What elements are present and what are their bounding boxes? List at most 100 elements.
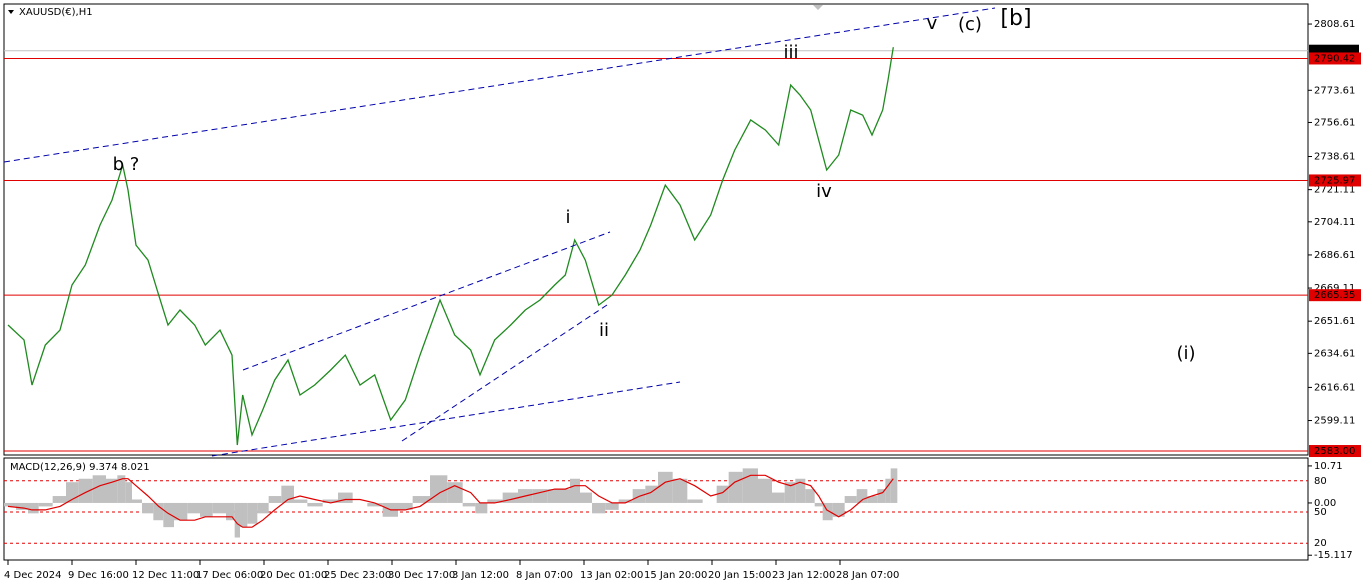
- macd-bar: [560, 489, 570, 503]
- macd-bar: [294, 499, 308, 503]
- y-tick-label: 10.71: [1314, 461, 1343, 472]
- x-tick-label: 17 Dec 06:00: [196, 570, 263, 581]
- level-label-box: [1309, 445, 1361, 458]
- level-label-box: [1309, 289, 1361, 302]
- x-tick-label: 3 Jan 12:00: [452, 570, 509, 581]
- macd-bar: [212, 502, 226, 514]
- x-tick-label: 4 Dec 2024: [4, 570, 62, 581]
- macd-bar: [502, 492, 518, 503]
- macd-bar: [687, 499, 703, 503]
- wave-label: iii: [783, 42, 798, 63]
- x-tick-label: 30 Dec 17:00: [388, 570, 455, 581]
- macd-bar: [16, 502, 28, 510]
- main-layer: 2808.61 2773.61 2756.61 2738.61 2721.11 2704.…: [4, 19, 1361, 458]
- macd-bar: [338, 492, 353, 503]
- wave-label: [b]: [1000, 6, 1031, 31]
- macd-bar: [742, 468, 758, 503]
- level-label-box: [1309, 52, 1361, 65]
- macd-bar: [856, 489, 868, 503]
- macd-bar: [187, 502, 200, 514]
- macd-bar: [106, 478, 118, 503]
- y-tick-label: 2808.61: [1314, 19, 1355, 30]
- trend-line: [3, 7, 996, 163]
- macd-bar: [795, 478, 806, 503]
- signal-line: [7, 474, 894, 528]
- x-tick-label: 9 Dec 16:00: [68, 570, 129, 581]
- x-tick-label: 12 Dec 11:00: [132, 570, 199, 581]
- wave-label: ii: [599, 320, 609, 341]
- macd-bar: [78, 478, 93, 503]
- trend-line: [242, 231, 611, 371]
- macd-title: MACD(12,26,9) 9.374 8.021: [10, 462, 150, 473]
- macd-bar: [247, 502, 258, 524]
- y2-tick-label: 20: [1314, 538, 1327, 549]
- macd-bar: [125, 482, 132, 503]
- macd-bar: [672, 478, 688, 503]
- macd-bar: [532, 489, 548, 503]
- y-tick-label: 2686.61: [1314, 250, 1355, 261]
- macd-bar: [92, 475, 106, 503]
- macd-bar: [658, 471, 673, 503]
- level-label: 2583.00: [1314, 446, 1355, 457]
- y-tick-label: 2773.61: [1314, 85, 1355, 96]
- macd-bar: [487, 499, 503, 503]
- macd-bar: [784, 482, 796, 503]
- macd-bar: [758, 478, 772, 503]
- macd-bar: [117, 475, 126, 503]
- level-label: 2790.42: [1314, 53, 1355, 64]
- y-tick-label: 2704.11: [1314, 217, 1355, 228]
- macd-bar: [772, 492, 785, 503]
- macd-bar: [877, 489, 886, 503]
- y2-tick-label: 80: [1314, 476, 1327, 487]
- macd-bar: [226, 502, 235, 521]
- macd-frame: [3, 457, 1309, 561]
- wave-label: i: [565, 207, 570, 228]
- macd-bar: [475, 502, 488, 514]
- macd-bar: [268, 496, 282, 503]
- symbol-title: XAUUSD(€),H1: [19, 7, 93, 18]
- x-tick-label: 20 Jan 15:00: [708, 570, 771, 581]
- macd-bar: [822, 502, 833, 521]
- macd-bar: [592, 502, 606, 514]
- y-tick-label: 2738.61: [1314, 152, 1355, 163]
- x-tick-label: 8 Jan 07:00: [516, 570, 573, 581]
- last-price-label: 2794.52: [1314, 46, 1355, 57]
- y-tick-label: -15.117: [1314, 550, 1353, 561]
- y-tick-label: 2651.61: [1314, 316, 1355, 327]
- shift-marker: [813, 5, 823, 10]
- macd-bar: [805, 489, 815, 503]
- macd-bar: [234, 502, 240, 538]
- macd-bar: [462, 502, 476, 507]
- y-tick-label: 2599.11: [1314, 416, 1355, 427]
- macd-bar: [52, 496, 66, 503]
- x-tick-label: 23 Jan 12:00: [772, 570, 835, 581]
- macd-bar: [844, 496, 857, 503]
- macd-bar: [4, 502, 16, 507]
- macd-bar: [867, 496, 878, 503]
- macd-bar: [28, 502, 39, 514]
- macd-bar: [240, 502, 248, 528]
- y2-tick-label: 50: [1314, 507, 1327, 518]
- x-tick-label: 25 Dec 23:00: [324, 570, 391, 581]
- macd-bar: [885, 478, 891, 503]
- macd-bar: [174, 502, 188, 521]
- macd-bar: [430, 475, 448, 503]
- macd-bar: [728, 471, 743, 503]
- macd-bar: [322, 499, 338, 503]
- y-tick-label: 2669.11: [1314, 283, 1355, 294]
- macd-bar: [547, 489, 560, 503]
- trend-line: [211, 381, 681, 457]
- macd-bar: [832, 502, 845, 517]
- y-tick-label: 2721.11: [1314, 185, 1355, 196]
- macd-bar: [618, 499, 633, 503]
- level-label: 2665.35: [1314, 290, 1355, 301]
- level-label: 2725.97: [1314, 175, 1355, 186]
- macd-bar: [580, 492, 592, 503]
- macd-bar: [307, 502, 323, 507]
- macd-bar: [200, 502, 213, 517]
- y-tick-label: 2634.61: [1314, 348, 1355, 359]
- trend-lines: [3, 7, 996, 457]
- trend-line: [401, 302, 611, 442]
